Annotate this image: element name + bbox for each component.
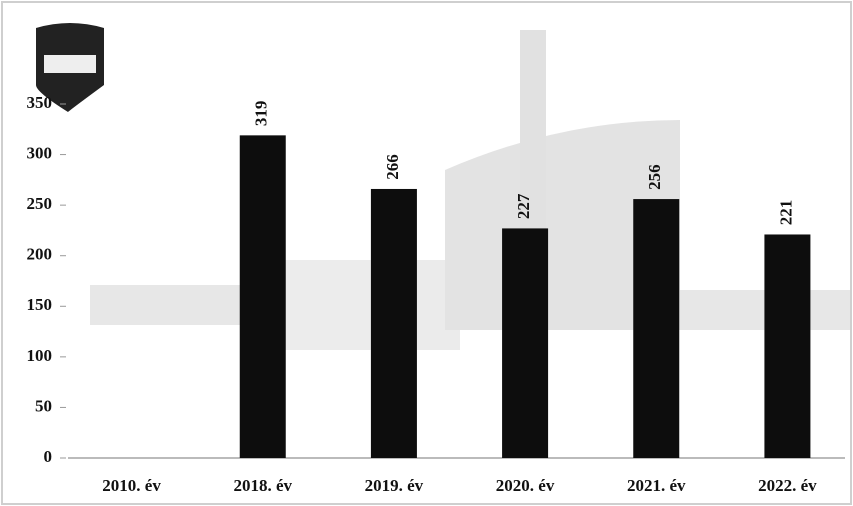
bar (764, 234, 811, 458)
y-tick-label: 100 (27, 346, 53, 365)
value-label: 227 (514, 193, 533, 219)
bar (239, 135, 286, 458)
y-tick-label: 250 (27, 194, 53, 213)
logo (36, 23, 104, 112)
x-tick-label: 2020. év (496, 476, 555, 495)
bar (502, 228, 549, 458)
y-tick-label: 200 (27, 245, 53, 264)
value-label: 256 (645, 164, 664, 190)
bg-wing-left (90, 285, 250, 325)
x-tick-label: 2021. év (627, 476, 686, 495)
x-tick-label: 2022. év (758, 476, 817, 495)
value-label: 319 (252, 101, 271, 127)
bar (633, 199, 680, 458)
y-tick-label: 50 (35, 396, 52, 415)
y-tick-label: 300 (27, 143, 53, 162)
x-tick-label: 2010. év (102, 476, 161, 495)
bg-hall (260, 260, 460, 350)
x-tick-label: 2019. év (365, 476, 424, 495)
y-tick-label: 350 (27, 93, 53, 112)
logo-band (44, 55, 96, 73)
bar (370, 188, 417, 458)
y-tick-label: 0 (44, 447, 53, 466)
x-tick-label: 2018. év (233, 476, 292, 495)
y-tick-label: 150 (27, 295, 53, 314)
value-label: 221 (776, 200, 795, 226)
value-label: 266 (383, 154, 402, 180)
